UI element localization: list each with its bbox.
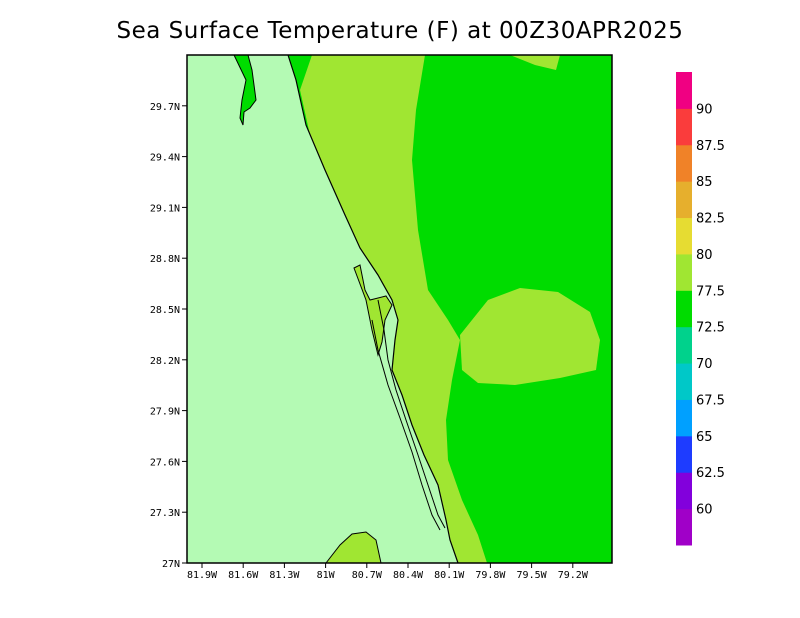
colorbar-label: 90 — [696, 102, 713, 117]
colorbar-label: 60 — [696, 503, 713, 518]
colorbar-label: 67.5 — [696, 393, 725, 408]
lon-tick-label: 80.1W — [434, 570, 465, 581]
colorbar-swatch — [676, 144, 692, 182]
colorbar-label: 77.5 — [696, 284, 725, 299]
colorbar-label: 87.5 — [696, 139, 725, 154]
lat-tick-label: 29.7N — [150, 102, 180, 113]
lon-tick-label: 81W — [317, 570, 336, 581]
sst-patch-77-80 — [510, 55, 560, 70]
colorbar-swatch — [676, 253, 692, 291]
map-plot — [186, 54, 613, 564]
lon-tick-label: 79.5W — [517, 570, 548, 581]
colorbar-swatch — [676, 472, 692, 510]
colorbar-swatch — [676, 290, 692, 328]
lon-tick-label: 80.7W — [352, 570, 383, 581]
colorbar-swatch — [676, 72, 692, 109]
lat-tick-label: 27.3N — [150, 508, 180, 519]
lat-tick-label: 29.4N — [150, 153, 180, 164]
colorbar-swatch — [676, 326, 692, 364]
coastline — [287, 54, 459, 564]
latitude-axis: 27N 27.3N 27.6N 27.9N 28.2N 28.5N 28.8N 29.1N 29… — [150, 102, 187, 570]
lat-tick-label: 27N — [162, 559, 180, 570]
colorbar-label: 62.5 — [696, 466, 725, 481]
chart-title: Sea Surface Temperature (F) at 00Z30APR2… — [116, 18, 684, 44]
colorbar-swatch — [676, 399, 692, 437]
indian-river-lagoon-west — [371, 319, 441, 531]
sst-blob-77-80 — [460, 288, 600, 385]
colorbar: 60 62.5 65 67.5 70 72.5 77.5 80 82.5 85 87.5 90 — [676, 72, 725, 546]
longitude-axis: 81.9W 81.6W 81.3W 81W 80.7W 80.4W 80.1W 79.8W 79… — [187, 563, 589, 581]
lat-tick-label: 28.2N — [150, 356, 180, 367]
colorbar-label: 70 — [696, 357, 713, 372]
colorbar-label: 80 — [696, 248, 713, 263]
river — [233, 54, 257, 126]
colorbar-swatch — [676, 181, 692, 219]
lagoon-outline — [353, 264, 393, 357]
lon-tick-label: 81.3W — [269, 570, 300, 581]
land-mass — [187, 55, 458, 563]
colorbar-label: 85 — [696, 175, 713, 190]
lon-tick-label: 81.9W — [187, 570, 218, 581]
lat-tick-label: 29.1N — [150, 203, 180, 214]
colorbar-swatch — [676, 217, 692, 255]
lon-tick-label: 81.6W — [228, 570, 259, 581]
lat-tick-label: 28.5N — [150, 305, 180, 316]
colorbar-label: 82.5 — [696, 212, 725, 227]
colorbar-swatch — [676, 363, 692, 400]
colorbar-label: 65 — [696, 430, 713, 445]
lon-tick-label: 80.4W — [393, 570, 424, 581]
lat-tick-label: 27.9N — [150, 407, 180, 418]
lon-tick-label: 79.8W — [475, 570, 506, 581]
colorbar-swatch — [676, 508, 692, 546]
colorbar-label: 72.5 — [696, 321, 725, 336]
lon-tick-label: 79.2W — [558, 570, 589, 581]
colorbar-swatch — [676, 108, 692, 146]
indian-river-lagoon — [377, 299, 446, 529]
lat-tick-label: 27.6N — [150, 457, 180, 468]
lat-tick-label: 28.8N — [150, 254, 180, 265]
colorbar-swatch — [676, 435, 692, 473]
